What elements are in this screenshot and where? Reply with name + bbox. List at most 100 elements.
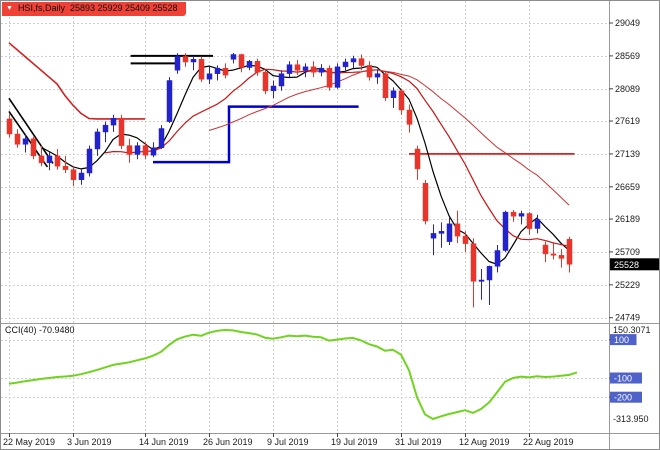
candle-body — [126, 145, 133, 155]
candle-body — [342, 61, 349, 68]
candle-body — [158, 128, 165, 148]
cci-level-label: -100 — [614, 374, 632, 384]
triangle-icon: ▼ — [6, 5, 13, 12]
cci-level-label: -200 — [614, 393, 632, 403]
candle-body — [182, 56, 189, 63]
cci-level-badge — [610, 372, 642, 384]
price-axis-label: 25709 — [615, 247, 640, 257]
cci-level-badge — [610, 391, 642, 403]
ohlc-values: 25893 25929 25409 25528 — [69, 3, 178, 13]
candle-body — [78, 172, 85, 180]
cci-min-label: -313.950 — [613, 414, 649, 424]
date-axis-label: 22 May 2019 — [3, 437, 55, 447]
ma-26-line — [208, 69, 570, 206]
candle-body — [214, 67, 221, 74]
candle-body — [366, 65, 373, 78]
candle-body — [558, 255, 565, 259]
candle-body — [494, 250, 501, 267]
cci-line — [8, 329, 578, 420]
blue-step-line — [153, 105, 359, 164]
price-axis-label: 25229 — [615, 280, 640, 290]
candle-body — [502, 211, 509, 251]
candle-body — [190, 59, 197, 63]
candle-body — [94, 131, 101, 150]
date-axis-label: 19 Jul 2019 — [331, 437, 378, 447]
date-axis-label: 14 Jun 2019 — [139, 437, 189, 447]
candle-body — [430, 233, 437, 239]
candle-body — [270, 85, 277, 92]
candle-body — [142, 145, 149, 156]
candle-body — [262, 72, 269, 92]
ma-5-line — [40, 64, 570, 265]
candle-body — [54, 155, 61, 167]
symbol-label: HSI,fs,Daily — [17, 3, 65, 13]
price-axis-label: 28089 — [615, 84, 640, 94]
price-axis-label: 27139 — [615, 149, 640, 159]
candle-body — [398, 90, 405, 111]
current-price-label: 25528 — [614, 260, 639, 270]
candle-body — [286, 64, 293, 74]
cci-indicator-label: CCI(40) -70.9480 — [5, 325, 75, 335]
candle-body — [254, 61, 261, 73]
black-trendline-upper — [8, 97, 54, 164]
candle-body — [478, 279, 485, 282]
candle-body — [334, 66, 341, 88]
price-axis-label: 27619 — [615, 116, 640, 126]
candle-body — [470, 243, 477, 282]
candle-body — [246, 61, 253, 68]
candle-body — [278, 73, 285, 87]
price-axis-label: 26659 — [615, 182, 640, 192]
candle-body — [150, 147, 157, 156]
candle-body — [134, 145, 141, 155]
candle-body — [118, 117, 125, 146]
candle-body — [294, 64, 301, 71]
price-axis-label: 28569 — [615, 51, 640, 61]
candle-body — [62, 165, 69, 170]
candle-body — [206, 73, 213, 80]
candle-body — [566, 239, 573, 265]
candle-body — [406, 109, 413, 125]
candle-body — [462, 235, 469, 244]
candle-body — [326, 67, 333, 88]
candle-body — [486, 266, 493, 281]
date-axis-label: 9 Jul 2019 — [267, 437, 309, 447]
cci-level-label: 100 — [614, 335, 629, 345]
candle-body — [38, 155, 45, 164]
price-axis-label: 29049 — [615, 18, 640, 28]
candle-body — [438, 231, 445, 234]
candle-body — [46, 155, 53, 164]
candle-body — [422, 183, 429, 222]
candle-body — [350, 58, 357, 63]
candle-body — [454, 223, 461, 237]
candle-body — [30, 138, 37, 157]
candle-body — [14, 133, 21, 145]
candle-body — [374, 73, 381, 78]
candle-body — [526, 213, 533, 229]
cci-max-label: 150.3071 — [613, 325, 651, 335]
candle-body — [6, 118, 13, 135]
candle-body — [390, 90, 397, 98]
candle-body — [510, 211, 517, 217]
price-axis-label: 24749 — [615, 313, 640, 323]
date-axis-label: 12 Aug 2019 — [459, 437, 510, 447]
candle-body — [86, 148, 93, 174]
date-axis-label: 22 Aug 2019 — [523, 437, 574, 447]
candle-body — [318, 67, 325, 73]
current-price-badge — [610, 258, 659, 271]
candle-body — [198, 59, 205, 80]
candle-body — [102, 124, 109, 133]
candle-body — [518, 213, 525, 217]
candle-body — [222, 67, 229, 76]
price-axis-label: 26189 — [615, 214, 640, 224]
candles[interactable] — [6, 53, 573, 308]
candle-body — [166, 80, 173, 122]
symbol-tab[interactable]: ▼ HSI,fs,Daily 25893 25929 25409 25528 — [2, 2, 186, 16]
slow-red-ma-line — [8, 42, 145, 120]
candle-body — [110, 117, 117, 126]
candle-body — [310, 66, 317, 73]
candle-body — [550, 253, 557, 256]
candle-body — [238, 54, 245, 68]
candle-body — [446, 223, 453, 242]
